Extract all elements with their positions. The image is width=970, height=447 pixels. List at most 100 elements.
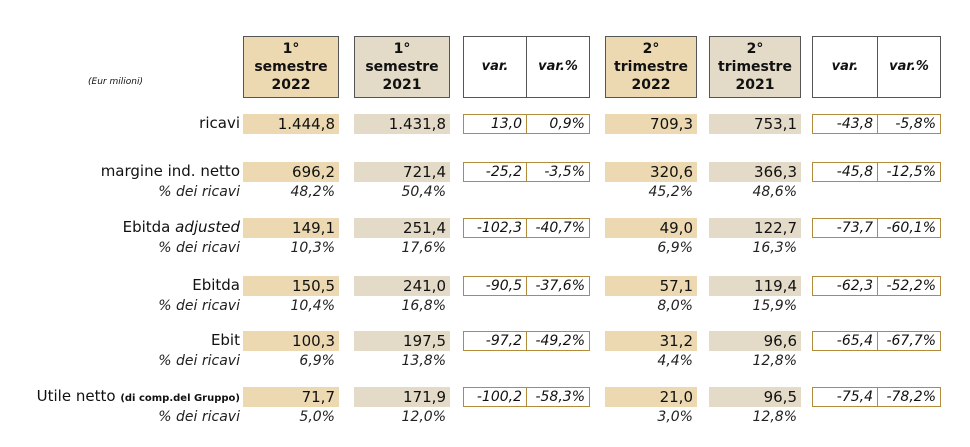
value-cell: 197,5 — [354, 331, 450, 351]
var-cell: -65,4 — [812, 331, 878, 351]
header-line: 1° semestre — [365, 41, 439, 75]
row-label-ricavi: ricavi — [199, 114, 240, 132]
varpct-cell: -78,2% — [877, 387, 941, 407]
header-h1-2021: 1° semestre 2021 — [354, 36, 450, 98]
pct-cell: 17,6% — [401, 240, 446, 256]
pct-cell: 12,0% — [401, 409, 446, 425]
value-cell: 49,0 — [605, 218, 697, 238]
label-small: (di comp.del Gruppo) — [120, 393, 240, 404]
row-label-utile-netto: Utile netto (di comp.del Gruppo) — [0, 387, 240, 405]
pct-cell: 4,4% — [657, 353, 693, 369]
header-line: trimestre — [614, 59, 688, 75]
pct-cell: 13,8% — [401, 353, 446, 369]
row-sublabel: % dei ricavi — [158, 353, 240, 369]
var-cell: -97,2 — [463, 331, 527, 351]
value-cell: 149,1 — [243, 218, 339, 238]
varpct-cell: -67,7% — [877, 331, 941, 351]
value-cell: 1.444,8 — [243, 114, 339, 134]
row-sublabel: % dei ricavi — [158, 184, 240, 200]
value-cell: 721,4 — [354, 162, 450, 182]
var-cell: -102,3 — [463, 218, 527, 238]
pct-cell: 8,0% — [657, 298, 693, 314]
value-cell: 57,1 — [605, 276, 697, 296]
value-cell: 119,4 — [709, 276, 801, 296]
row-sublabel: % dei ricavi — [158, 298, 240, 314]
value-cell: 21,0 — [605, 387, 697, 407]
header-line: 2021 — [382, 77, 422, 93]
value-cell: 753,1 — [709, 114, 801, 134]
value-cell: 709,3 — [605, 114, 697, 134]
row-sublabel: % dei ricavi — [158, 240, 240, 256]
pct-cell: 16,8% — [401, 298, 446, 314]
header-q2-2022: 2° trimestre 2022 — [605, 36, 697, 98]
pct-cell: 48,2% — [290, 184, 335, 200]
varpct-cell: -40,7% — [526, 218, 590, 238]
pct-cell: 15,9% — [752, 298, 797, 314]
header-line: trimestre — [718, 59, 792, 75]
varpct-cell: -60,1% — [877, 218, 941, 238]
varpct-cell: 0,9% — [526, 114, 590, 134]
value-cell: 71,7 — [243, 387, 339, 407]
varpct-cell: -12,5% — [877, 162, 941, 182]
header-h1-2022: 1° semestre 2022 — [243, 36, 339, 98]
header-line: 2022 — [271, 77, 311, 93]
value-cell: 241,0 — [354, 276, 450, 296]
row-label-ebitda-adjusted: Ebitda adjusted — [0, 218, 240, 236]
varpct-cell: -5,8% — [877, 114, 941, 134]
value-cell: 696,2 — [243, 162, 339, 182]
pct-cell: 12,8% — [752, 353, 797, 369]
value-cell: 96,6 — [709, 331, 801, 351]
unit-note: (Eur milioni) — [88, 77, 143, 87]
row-label-ebitda: Ebitda — [192, 276, 240, 294]
value-cell: 251,4 — [354, 218, 450, 238]
pct-cell: 6,9% — [299, 353, 335, 369]
value-cell: 1.431,8 — [354, 114, 450, 134]
pct-cell: 45,2% — [648, 184, 693, 200]
pct-cell: 3,0% — [657, 409, 693, 425]
var-cell: -43,8 — [812, 114, 878, 134]
header-var-q: var. — [812, 36, 878, 98]
varpct-cell: -58,3% — [526, 387, 590, 407]
var-cell: 13,0 — [463, 114, 527, 134]
varpct-cell: -37,6% — [526, 276, 590, 296]
pct-cell: 10,3% — [290, 240, 335, 256]
value-cell: 31,2 — [605, 331, 697, 351]
varpct-cell: -52,2% — [877, 276, 941, 296]
pct-cell: 48,6% — [752, 184, 797, 200]
header-line: 2° — [746, 41, 764, 57]
value-cell: 171,9 — [354, 387, 450, 407]
value-cell: 150,5 — [243, 276, 339, 296]
var-cell: -75,4 — [812, 387, 878, 407]
varpct-cell: -49,2% — [526, 331, 590, 351]
pct-cell: 6,9% — [657, 240, 693, 256]
pct-cell: 16,3% — [752, 240, 797, 256]
value-cell: 122,7 — [709, 218, 801, 238]
pct-cell: 10,4% — [290, 298, 335, 314]
header-line: 2021 — [735, 77, 775, 93]
var-cell: -25,2 — [463, 162, 527, 182]
value-cell: 100,3 — [243, 331, 339, 351]
header-varpct-sem: var.% — [526, 36, 590, 98]
label-main: Ebitda — [122, 218, 171, 236]
var-cell: -73,7 — [812, 218, 878, 238]
header-var-sem: var. — [463, 36, 527, 98]
var-cell: -100,2 — [463, 387, 527, 407]
header-varpct-q: var.% — [877, 36, 941, 98]
header-line: 2022 — [631, 77, 671, 93]
var-cell: -62,3 — [812, 276, 878, 296]
header-line: 2° — [642, 41, 660, 57]
header-line: 1° semestre — [254, 41, 328, 75]
label-em: adjusted — [175, 218, 240, 236]
pct-cell: 50,4% — [401, 184, 446, 200]
row-label-ebit: Ebit — [210, 331, 240, 349]
varpct-cell: -3,5% — [526, 162, 590, 182]
value-cell: 96,5 — [709, 387, 801, 407]
var-cell: -45,8 — [812, 162, 878, 182]
pct-cell: 5,0% — [299, 409, 335, 425]
pct-cell: 12,8% — [752, 409, 797, 425]
value-cell: 366,3 — [709, 162, 801, 182]
value-cell: 320,6 — [605, 162, 697, 182]
header-q2-2021: 2° trimestre 2021 — [709, 36, 801, 98]
label-main: Utile netto — [36, 387, 116, 405]
row-label-margine: margine ind. netto — [100, 162, 240, 180]
